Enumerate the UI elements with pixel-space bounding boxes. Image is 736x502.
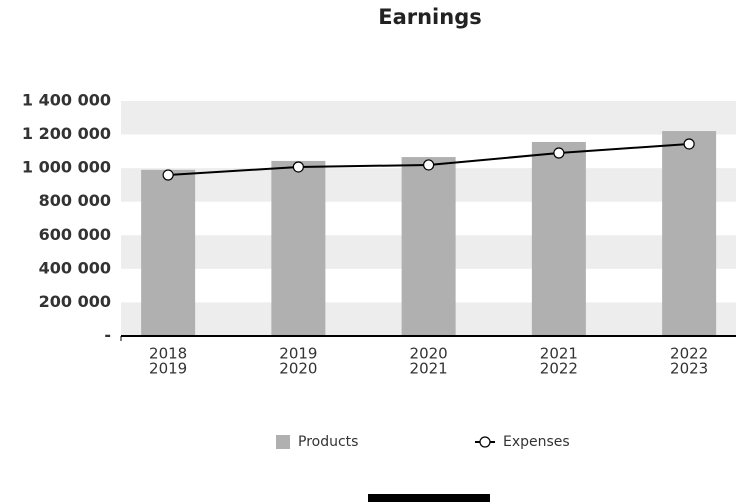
- y-tick-label: -: [104, 326, 111, 345]
- x-tick-label: 2022: [540, 360, 578, 378]
- x-tick-label: 2019: [149, 360, 187, 378]
- x-tick-label: 2021: [410, 360, 448, 378]
- x-tick-label: 2023: [670, 360, 708, 378]
- x-tick-label: 2020: [279, 360, 317, 378]
- bar: [271, 160, 326, 336]
- bar: [662, 131, 717, 336]
- x-tick-label: 2022: [670, 345, 708, 363]
- line-marker: [292, 161, 304, 173]
- y-tick-label: 600 000: [39, 225, 111, 244]
- y-tick-label: 1 200 000: [22, 124, 111, 143]
- y-tick-label: 800 000: [39, 191, 111, 210]
- x-tick-label: 2021: [540, 345, 578, 363]
- line-marker: [162, 169, 174, 181]
- y-tick-label: 200 000: [39, 292, 111, 311]
- bar: [531, 141, 586, 336]
- legend-swatch: [276, 435, 290, 449]
- line-marker: [683, 138, 695, 150]
- bar: [141, 169, 196, 336]
- line-marker: [423, 159, 435, 171]
- chart-title: Earnings: [378, 5, 482, 29]
- grid-band: [121, 101, 736, 135]
- bar: [401, 157, 456, 336]
- y-tick-label: 1 400 000: [22, 91, 111, 110]
- x-tick-label: 2018: [149, 345, 187, 363]
- line-marker: [553, 147, 565, 159]
- scroll-handle: [368, 494, 490, 502]
- y-tick-label: 400 000: [39, 258, 111, 277]
- legend-label: Products: [298, 434, 358, 450]
- x-tick-label: 2020: [410, 345, 448, 363]
- legend-swatch: [479, 436, 491, 448]
- legend-label: Expenses: [503, 434, 570, 450]
- y-tick-label: 1 000 000: [22, 158, 111, 177]
- x-tick-label: 2019: [279, 345, 317, 363]
